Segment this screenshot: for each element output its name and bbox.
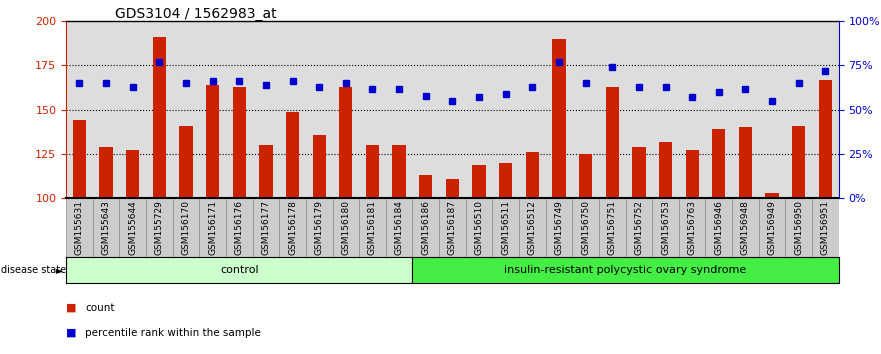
Bar bbox=[679, 198, 706, 257]
Bar bbox=[279, 198, 306, 257]
Bar bbox=[492, 198, 519, 257]
Bar bbox=[313, 135, 326, 198]
Bar bbox=[499, 163, 513, 198]
Text: GSM156187: GSM156187 bbox=[448, 200, 457, 255]
Bar bbox=[573, 198, 599, 257]
Text: ■: ■ bbox=[66, 328, 77, 338]
Text: GSM155643: GSM155643 bbox=[101, 200, 110, 255]
Bar bbox=[285, 112, 300, 198]
Bar bbox=[306, 198, 332, 257]
Bar bbox=[786, 198, 812, 257]
Bar bbox=[206, 85, 219, 198]
Bar bbox=[759, 198, 786, 257]
Bar bbox=[199, 198, 226, 257]
Bar bbox=[626, 198, 652, 257]
Bar bbox=[226, 198, 253, 257]
Bar bbox=[552, 39, 566, 198]
Bar bbox=[526, 152, 539, 198]
Bar bbox=[392, 145, 406, 198]
Bar bbox=[66, 198, 93, 257]
Bar bbox=[439, 198, 466, 257]
Text: GSM156184: GSM156184 bbox=[395, 200, 403, 255]
Bar bbox=[253, 198, 279, 257]
Bar bbox=[605, 87, 619, 198]
Text: ■: ■ bbox=[66, 303, 77, 313]
Bar bbox=[732, 198, 759, 257]
Text: GSM156181: GSM156181 bbox=[368, 200, 377, 255]
Text: GSM156177: GSM156177 bbox=[262, 200, 270, 255]
Bar bbox=[519, 198, 545, 257]
Bar bbox=[119, 198, 146, 257]
Text: percentile rank within the sample: percentile rank within the sample bbox=[85, 328, 262, 338]
Text: GSM156946: GSM156946 bbox=[714, 200, 723, 255]
Bar bbox=[152, 37, 166, 198]
Bar bbox=[259, 145, 272, 198]
Text: GSM156178: GSM156178 bbox=[288, 200, 297, 255]
Text: GSM156180: GSM156180 bbox=[341, 200, 351, 255]
Bar bbox=[818, 80, 832, 198]
Text: GSM156511: GSM156511 bbox=[501, 200, 510, 255]
Text: GSM156951: GSM156951 bbox=[821, 200, 830, 255]
Text: insulin-resistant polycystic ovary syndrome: insulin-resistant polycystic ovary syndr… bbox=[505, 265, 747, 275]
Bar bbox=[652, 198, 679, 257]
Text: GSM156948: GSM156948 bbox=[741, 200, 750, 255]
Bar bbox=[466, 198, 492, 257]
Text: GSM156950: GSM156950 bbox=[795, 200, 803, 255]
Bar bbox=[366, 145, 379, 198]
Text: GSM156186: GSM156186 bbox=[421, 200, 430, 255]
Text: GSM156512: GSM156512 bbox=[528, 200, 537, 255]
Bar bbox=[472, 165, 485, 198]
Bar bbox=[712, 129, 725, 198]
Bar bbox=[73, 120, 86, 198]
Bar bbox=[685, 150, 699, 198]
Bar bbox=[412, 198, 439, 257]
Text: GSM156749: GSM156749 bbox=[554, 200, 564, 255]
Text: GSM156752: GSM156752 bbox=[634, 200, 643, 255]
Text: GSM156179: GSM156179 bbox=[315, 200, 323, 255]
Bar bbox=[339, 87, 352, 198]
Text: GSM155644: GSM155644 bbox=[128, 200, 137, 255]
Bar bbox=[545, 198, 573, 257]
Bar bbox=[579, 154, 592, 198]
Text: GSM156751: GSM156751 bbox=[608, 200, 617, 255]
Bar bbox=[173, 198, 199, 257]
Text: ►: ► bbox=[56, 265, 63, 275]
Text: GDS3104 / 1562983_at: GDS3104 / 1562983_at bbox=[115, 7, 276, 21]
Bar bbox=[233, 87, 246, 198]
Bar bbox=[599, 198, 626, 257]
Bar bbox=[446, 179, 459, 198]
Text: GSM155631: GSM155631 bbox=[75, 200, 84, 255]
Bar bbox=[100, 147, 113, 198]
Text: GSM156171: GSM156171 bbox=[208, 200, 217, 255]
Bar bbox=[659, 142, 672, 198]
Bar bbox=[419, 175, 433, 198]
Bar bbox=[812, 198, 839, 257]
Bar bbox=[633, 147, 646, 198]
Bar bbox=[739, 127, 752, 198]
Bar bbox=[93, 198, 119, 257]
Text: count: count bbox=[85, 303, 115, 313]
Text: disease state: disease state bbox=[1, 265, 66, 275]
Bar bbox=[180, 126, 193, 198]
Text: GSM156176: GSM156176 bbox=[234, 200, 244, 255]
Bar bbox=[146, 198, 173, 257]
Bar bbox=[126, 150, 139, 198]
Bar bbox=[766, 193, 779, 198]
Bar bbox=[706, 198, 732, 257]
Text: GSM156510: GSM156510 bbox=[475, 200, 484, 255]
Bar bbox=[359, 198, 386, 257]
Text: GSM156753: GSM156753 bbox=[661, 200, 670, 255]
Text: GSM156763: GSM156763 bbox=[688, 200, 697, 255]
Bar bbox=[386, 198, 412, 257]
Text: control: control bbox=[220, 265, 258, 275]
Bar bbox=[332, 198, 359, 257]
Bar bbox=[792, 126, 805, 198]
Text: GSM156949: GSM156949 bbox=[767, 200, 777, 255]
Text: GSM156170: GSM156170 bbox=[181, 200, 190, 255]
Text: GSM155729: GSM155729 bbox=[155, 200, 164, 255]
Text: GSM156750: GSM156750 bbox=[581, 200, 590, 255]
